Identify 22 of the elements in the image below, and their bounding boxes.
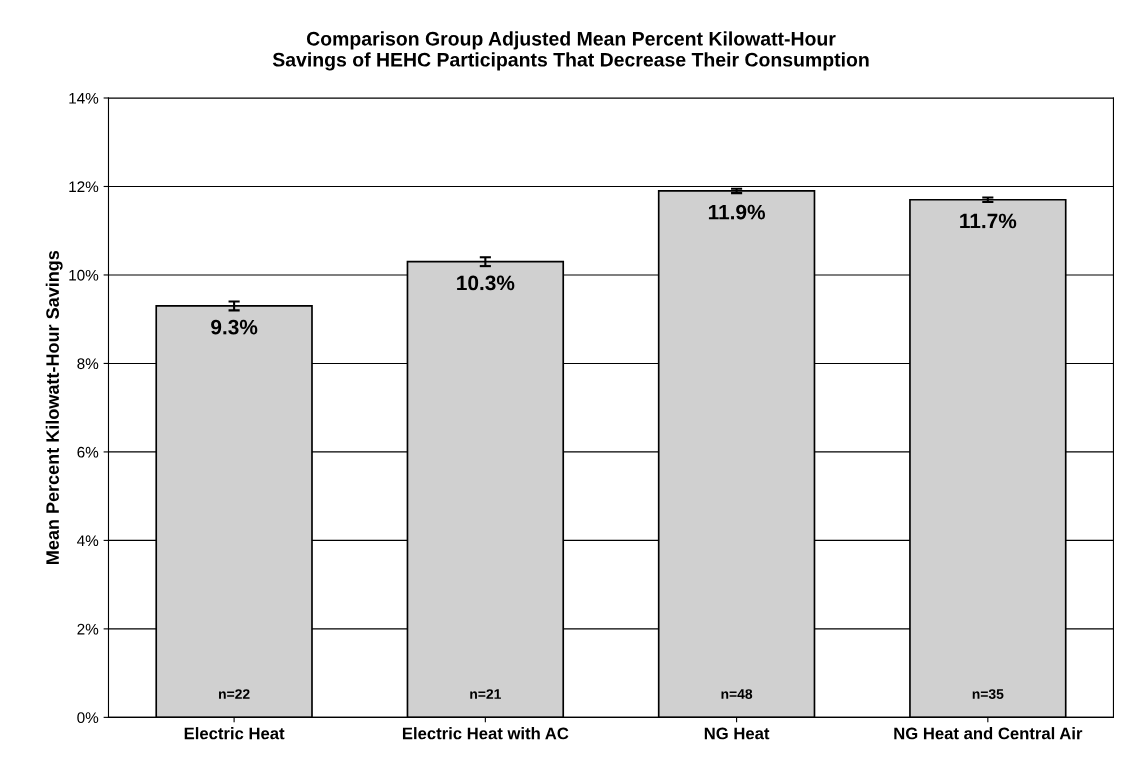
y-axis-title: Mean Percent Kilowatt-Hour Savings: [45, 250, 63, 564]
annotation: n=21: [470, 689, 501, 699]
y-tick-label: 2%: [77, 623, 99, 635]
annotation: n=35: [972, 689, 1004, 699]
x-tick-label: Electric Heat: [184, 727, 285, 740]
data-label: 9.3%: [211, 319, 258, 335]
y-tick-label: 4%: [77, 535, 99, 547]
x-tick-label: NG Heat and Central Air: [894, 727, 1083, 740]
y-tick-label: 14%: [69, 92, 99, 104]
y-tick-label: 12%: [69, 181, 99, 193]
data-label: 11.7%: [960, 213, 1017, 229]
y-tick-label: 0%: [77, 712, 99, 724]
annotation: n=22: [219, 689, 250, 699]
data-label: 11.9%: [708, 204, 766, 220]
chart-title: Comparison Group Adjusted Mean Percent Kilowatt-Hour Savings of HEHC Participants That Decrease Their Consumption: [272, 31, 869, 71]
data-label: 10.3%: [457, 275, 515, 291]
x-tick-label: Electric Heat with AC: [402, 727, 569, 740]
x-tick-label: NG Heat: [704, 727, 770, 740]
y-tick-label: 6%: [77, 446, 99, 458]
annotation: n=48: [721, 689, 753, 699]
y-tick-label: 10%: [69, 269, 99, 281]
y-tick-label: 8%: [77, 358, 99, 370]
